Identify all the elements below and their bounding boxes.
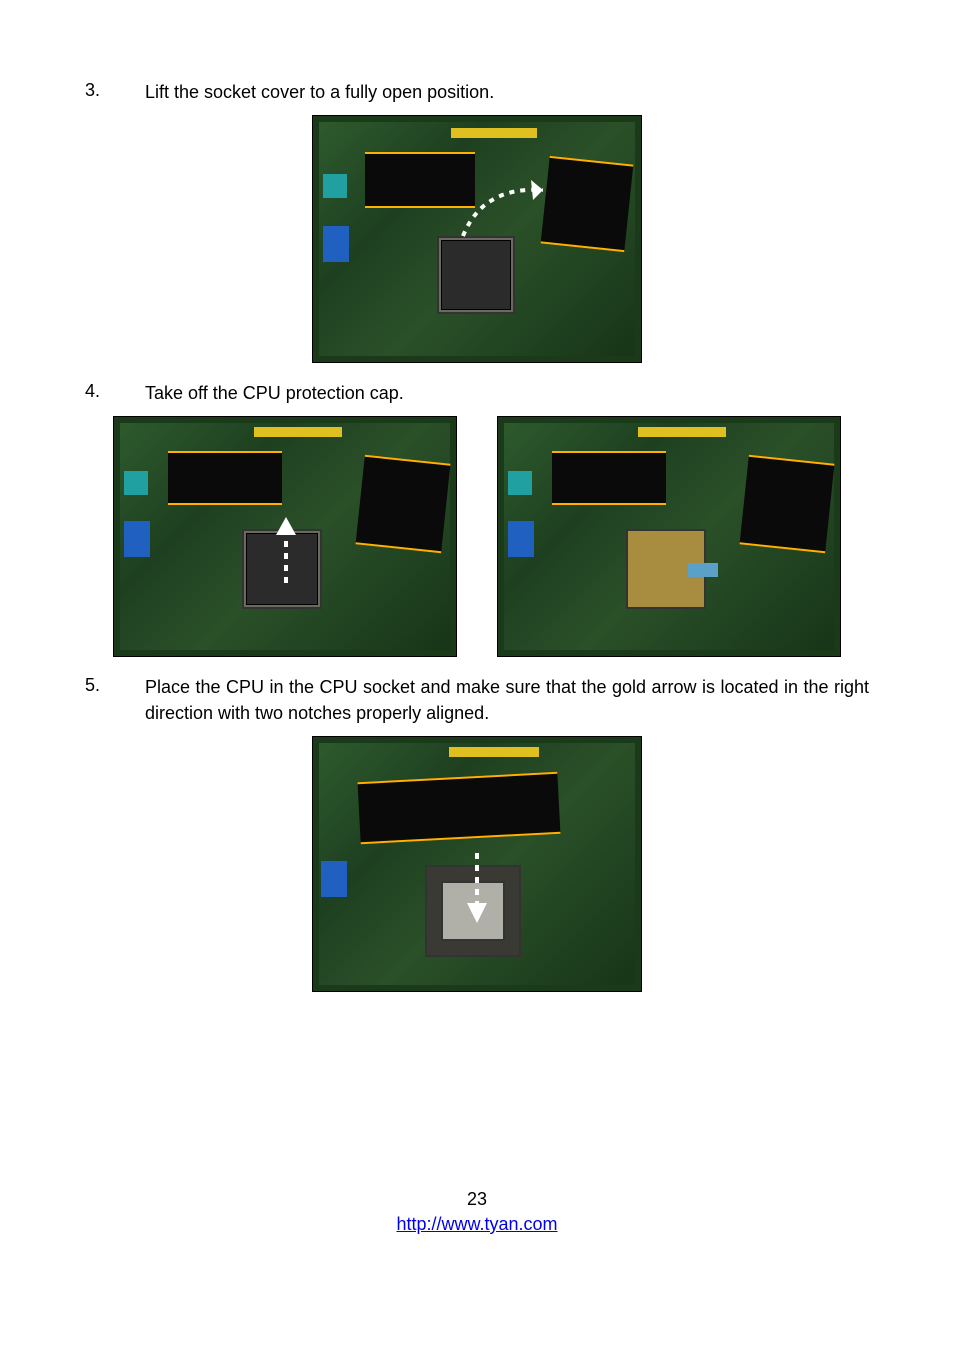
- step-4-image-left: [113, 416, 457, 657]
- step-4: 4. Take off the CPU protection cap.: [85, 381, 869, 406]
- step-4-number: 4.: [85, 381, 145, 402]
- step-5-text: Place the CPU in the CPU socket and make…: [145, 675, 869, 725]
- page-footer: 23 http://www.tyan.com: [0, 1187, 954, 1237]
- step-4-image-right: [497, 416, 841, 657]
- step-5: 5. Place the CPU in the CPU socket and m…: [85, 675, 869, 725]
- step-3-image: [312, 115, 642, 363]
- footer-link[interactable]: http://www.tyan.com: [396, 1214, 557, 1234]
- step-5-image-row: [85, 736, 869, 992]
- step-3-text: Lift the socket cover to a fully open po…: [145, 80, 494, 105]
- page-number: 23: [0, 1187, 954, 1212]
- step-4-image-row: [85, 416, 869, 657]
- step-4-text: Take off the CPU protection cap.: [145, 381, 404, 406]
- step-5-image: [312, 736, 642, 992]
- step-3-image-row: [85, 115, 869, 363]
- step-5-number: 5.: [85, 675, 145, 696]
- step-3-number: 3.: [85, 80, 145, 101]
- step-3: 3. Lift the socket cover to a fully open…: [85, 80, 869, 105]
